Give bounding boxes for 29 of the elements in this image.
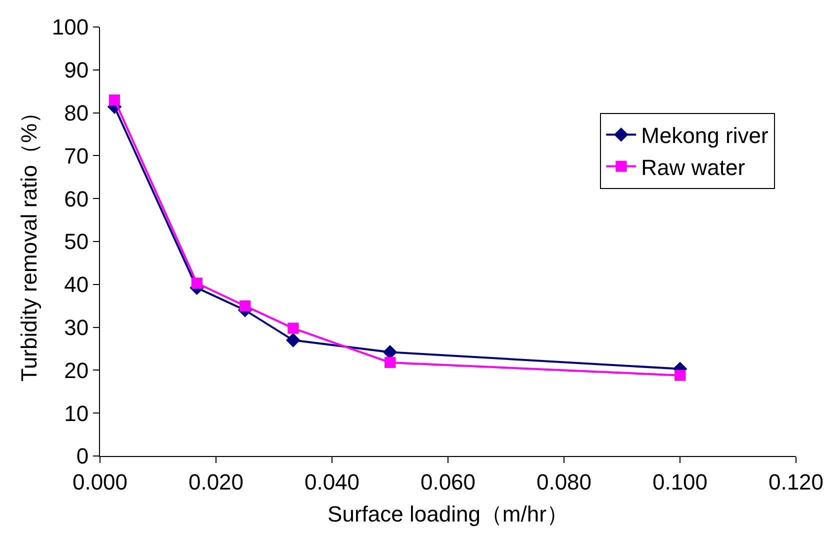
- point: [286, 333, 300, 348]
- y-tick-label: 10: [64, 400, 89, 426]
- legend-label: Mekong river: [641, 123, 768, 148]
- y-tick-label: 20: [64, 358, 89, 383]
- point: [674, 370, 686, 381]
- x-tick-label: 0.080: [536, 469, 592, 494]
- point: [384, 356, 396, 368]
- x-tick-label: 0.060: [420, 469, 476, 494]
- x-tick-label: 0.000: [72, 469, 128, 494]
- x-tick-label: 0.040: [304, 469, 360, 494]
- y-tick-label: 100: [52, 14, 89, 40]
- x-tick-label: 0.120: [768, 469, 824, 494]
- x-axis-title: Surface loading（m/hr）: [328, 501, 568, 526]
- legend-label: Raw water: [641, 154, 746, 180]
- y-tick-label: 80: [64, 100, 89, 126]
- point: [240, 300, 250, 312]
- y-tick-label: 30: [64, 315, 89, 340]
- x-tick-label: 0.020: [188, 469, 244, 494]
- y-tick-label: 70: [64, 143, 89, 168]
- point: [191, 278, 202, 289]
- x-tick-label: 0.100: [652, 469, 708, 494]
- point: [288, 322, 299, 334]
- y-tick-label: 90: [64, 58, 89, 83]
- y-tick-label: 60: [64, 186, 89, 212]
- y-tick-label: 0: [76, 444, 89, 469]
- y-tick-label: 50: [64, 229, 89, 254]
- y-tick-label: 40: [64, 272, 89, 298]
- point: [109, 94, 120, 106]
- y-axis-title: Turbidity removal ratio（%）: [16, 101, 42, 382]
